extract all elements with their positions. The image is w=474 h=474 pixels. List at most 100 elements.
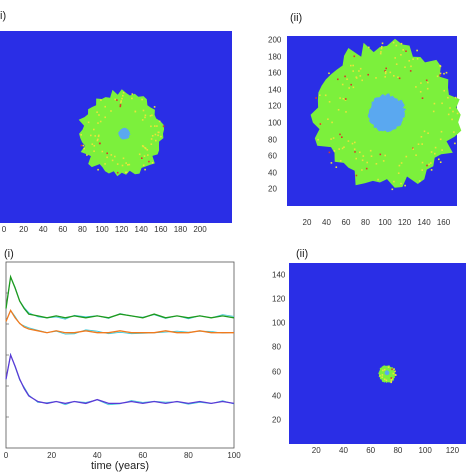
speckle — [151, 162, 154, 164]
speckle — [97, 138, 99, 141]
speckle — [418, 180, 421, 182]
speckle — [342, 97, 345, 100]
speckle — [392, 372, 395, 375]
speckle — [425, 79, 428, 82]
x-tick-label: 20 — [19, 225, 29, 234]
x-tick-label: 180 — [173, 225, 188, 234]
y-tick-label: 200 — [268, 35, 282, 45]
x-tick-label: 100 — [95, 225, 109, 234]
speckle — [156, 125, 158, 127]
speckle — [379, 374, 381, 377]
speckle — [426, 164, 428, 167]
speckle — [83, 147, 85, 150]
speckle — [93, 145, 96, 147]
x-tick-label: 20 — [302, 218, 312, 227]
x-tick-label: 40 — [92, 451, 102, 460]
speckle — [97, 122, 99, 124]
speckle — [131, 93, 134, 95]
panel-label-bottom-left: (i) — [4, 248, 14, 260]
speckle — [392, 41, 395, 44]
y-tick-label: 40 — [268, 168, 277, 178]
speckle — [369, 149, 372, 152]
y-tick-label: 100 — [272, 318, 286, 328]
x-tick-label: 40 — [38, 225, 48, 234]
speckle — [427, 81, 429, 84]
speckle — [151, 135, 154, 137]
speckle — [116, 99, 118, 101]
speckle — [354, 151, 356, 153]
speckle — [359, 67, 362, 70]
speckle — [341, 83, 344, 86]
speckle — [404, 184, 406, 187]
y-tick-label: 60 — [268, 151, 277, 161]
series-line — [5, 308, 234, 334]
speckle — [365, 167, 368, 170]
speckle — [328, 101, 331, 103]
speckle — [344, 99, 347, 101]
speckle — [151, 114, 153, 117]
speckle — [420, 82, 422, 84]
speckle — [439, 161, 442, 163]
speckle — [337, 78, 339, 81]
speckle — [150, 138, 153, 140]
speckle — [86, 154, 88, 156]
speckle — [91, 143, 94, 145]
speckle — [395, 63, 398, 65]
speckle — [317, 138, 319, 141]
speckle — [447, 113, 450, 116]
speckle — [110, 154, 113, 156]
speckle — [341, 136, 343, 138]
speckle — [430, 151, 433, 153]
speckle — [333, 150, 336, 152]
speckle — [398, 164, 401, 167]
panel-label-top-right: (ii) — [290, 12, 303, 24]
speckle — [427, 132, 429, 134]
speckle — [149, 115, 152, 117]
speckle — [104, 116, 106, 119]
speckle — [443, 72, 445, 75]
speckle — [348, 87, 350, 89]
heatmap-top-right — [287, 36, 462, 206]
series-line — [5, 274, 235, 319]
speckle — [421, 161, 424, 164]
speckle — [116, 163, 119, 165]
speckle — [379, 153, 382, 156]
speckle — [416, 49, 418, 52]
speckle — [119, 104, 122, 106]
speckle — [352, 70, 354, 72]
speckle — [125, 171, 127, 174]
plot-frame — [5, 261, 235, 449]
speckle — [125, 171, 128, 174]
x-tick-label: 80 — [361, 218, 370, 227]
speckle — [158, 120, 161, 123]
speckle — [434, 152, 436, 155]
x-tick-label: 40 — [339, 446, 348, 455]
y-tick-label: 120 — [268, 101, 282, 111]
speckle — [106, 156, 108, 159]
x-tick-label: 140 — [417, 218, 431, 227]
speckle — [382, 369, 384, 372]
speckle — [393, 180, 395, 183]
speckle — [96, 111, 98, 113]
y-tick-label: 80 — [268, 135, 277, 145]
speckle — [116, 171, 119, 174]
panel-label-top-left: i) — [0, 10, 7, 22]
speckle — [391, 188, 394, 191]
speckle — [366, 161, 368, 164]
speckle — [361, 159, 364, 162]
speckle — [353, 148, 356, 150]
speckle — [454, 96, 457, 99]
speckle — [355, 157, 357, 160]
y-tick-label: 40 — [272, 391, 281, 401]
speckle — [154, 133, 157, 136]
speckle — [142, 145, 145, 148]
speckle — [121, 164, 124, 167]
speckle — [449, 107, 451, 109]
speckle — [405, 155, 408, 158]
speckle — [120, 101, 122, 104]
speckle — [359, 151, 361, 154]
speckle — [154, 125, 156, 127]
x-tick-label: 100 — [378, 218, 392, 227]
speckle — [99, 142, 101, 145]
x-tick-label: 140 — [134, 225, 148, 234]
